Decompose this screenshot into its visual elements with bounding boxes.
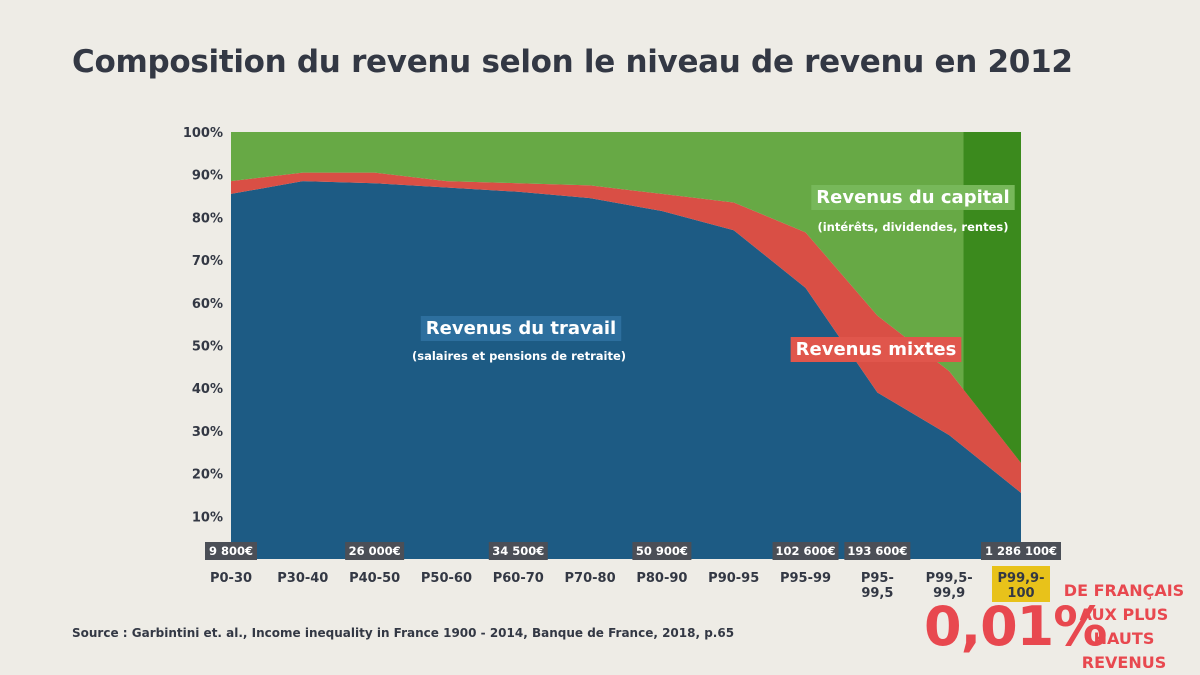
area-capital-top (963, 132, 1021, 463)
chart-title: Composition du revenu selon le niveau de… (72, 44, 1073, 80)
highlight-line: AUX PLUS HAUTS (1079, 605, 1169, 648)
income-labels: 9 800€ 26 000€ 34 500€ 50 900€ 102 600€ 193 6… (205, 542, 1061, 560)
x-axis: P0-30 P30-40 P40-50 P50-60 P60-70 P70-80 P80-9… (210, 566, 1050, 602)
income-label-bg (981, 542, 1061, 560)
x-tick-label: P95- (861, 571, 894, 586)
y-tick-label: 50% (192, 340, 223, 355)
y-tick-label: 10% (192, 510, 223, 525)
x-tick-label: P60-70 (493, 571, 544, 586)
series-labels: Revenus du travail (salaires et pensions… (412, 185, 1015, 363)
x-tick-highlight (992, 566, 1050, 602)
x-tick-label: P80-90 (636, 571, 687, 586)
label-mixtes-bg (790, 337, 962, 362)
area-layers (231, 132, 1021, 560)
label-travail-sub: (salaires et pensions de retraite) (412, 349, 626, 363)
y-tick-label: 70% (192, 254, 223, 269)
label-travail-bg (420, 316, 622, 341)
x-tick-label: P0-30 (210, 571, 252, 586)
income-label: 50 900€ (636, 544, 688, 558)
x-tick-label: 99,5 (861, 586, 893, 601)
income-label: 102 600€ (776, 544, 836, 558)
y-tick-label: 60% (192, 297, 223, 312)
income-label-bg (632, 542, 692, 560)
income-label-bg (844, 542, 911, 560)
highlight-text: DE FRANÇAIS AUX PLUS HAUTS REVENUS (1054, 579, 1194, 675)
x-tick-label: P70-80 (565, 571, 616, 586)
y-tick-label: 20% (192, 468, 223, 483)
source-note: Source : Garbintini et. al., Income ineq… (72, 626, 735, 640)
x-tick-label: P99,5- (926, 571, 973, 586)
area-capital (231, 132, 1021, 463)
label-mixtes: Revenus mixtes (796, 339, 957, 360)
x-tick-label: P50-60 (421, 571, 472, 586)
highlight-value: 0,01% (924, 595, 1107, 658)
x-tick-label: 100 (1007, 586, 1034, 601)
income-label: 1 286 100€ (985, 544, 1057, 558)
label-capital-sub: (intérêts, dividendes, rentes) (817, 220, 1008, 234)
x-tick-label: P40-50 (349, 571, 400, 586)
y-tick-label: 30% (192, 425, 223, 440)
area-mixtes (231, 172, 1021, 493)
income-label-bg (345, 542, 405, 560)
income-label: 193 600€ (847, 544, 907, 558)
x-tick-label: P90-95 (708, 571, 759, 586)
income-label-bg (772, 542, 839, 560)
label-travail: Revenus du travail (426, 318, 616, 339)
income-label: 34 500€ (492, 544, 544, 558)
x-tick-label: P95-99 (780, 571, 831, 586)
income-label: 9 800€ (209, 544, 253, 558)
label-capital-bg (811, 185, 1015, 210)
y-tick-label: 40% (192, 382, 223, 397)
income-label-bg (205, 542, 257, 560)
area-travail (231, 181, 1021, 560)
y-tick-label: 80% (192, 211, 223, 226)
x-tick-label: P30-40 (277, 571, 328, 586)
y-tick-label: 100% (183, 126, 223, 141)
highlight-line: REVENUS (1081, 653, 1167, 672)
highlight-line: DE FRANÇAIS (1063, 581, 1185, 600)
income-label: 26 000€ (349, 544, 401, 558)
x-tick-label: P99,9- (998, 571, 1045, 586)
y-axis: 10% 20% 30% 40% 50% 60% 70% 80% 90% 100% (183, 126, 223, 525)
x-tick-label: 99,9 (933, 586, 965, 601)
y-tick-label: 90% (192, 169, 223, 184)
label-capital: Revenus du capital (816, 187, 1009, 208)
income-label-bg (488, 542, 548, 560)
